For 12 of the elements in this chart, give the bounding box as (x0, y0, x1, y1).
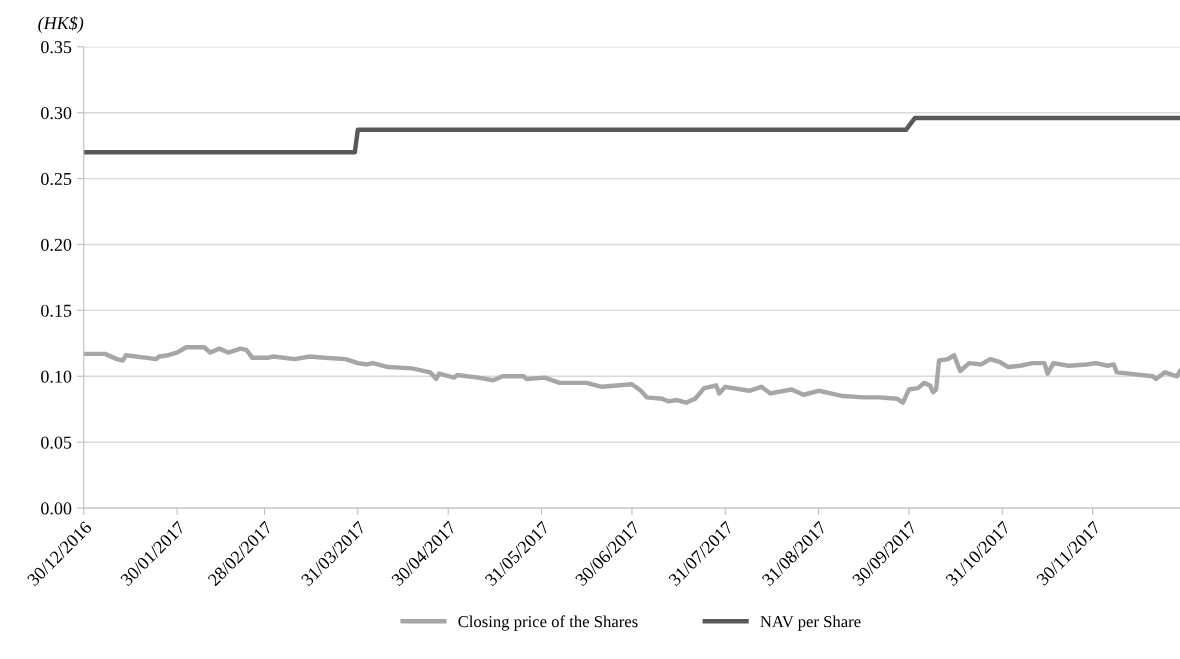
line-series (83, 345, 1180, 405)
y-tick-label: 0.10 (41, 370, 72, 383)
y-tick-label: 0.15 (41, 304, 72, 317)
y-tick-label: 0.20 (41, 238, 72, 252)
y-tick-label: 0.35 (41, 41, 72, 54)
y-tick-label: 0.30 (41, 106, 72, 120)
y-axis-title: (HK$) (38, 16, 84, 33)
y-tick-label: 0.00 (41, 502, 72, 515)
legend-label: Closing price of the Shares (458, 615, 638, 631)
y-tick-label: 0.25 (41, 172, 72, 186)
legend-label: NAV per Share (760, 615, 861, 631)
y-tick-label: 0.05 (41, 436, 72, 449)
